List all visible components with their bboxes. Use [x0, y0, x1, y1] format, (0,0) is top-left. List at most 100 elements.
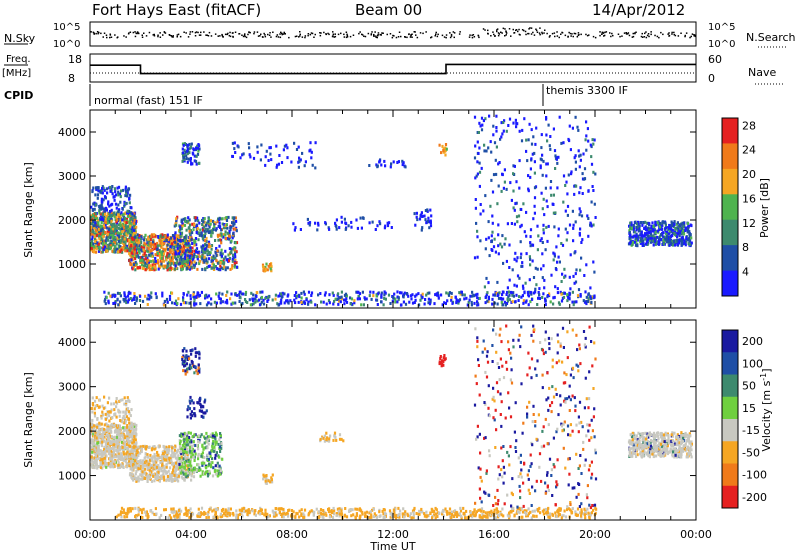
data-cell [193, 159, 196, 163]
noise-point [129, 31, 132, 33]
noise-point [345, 36, 348, 39]
noise-point [634, 32, 636, 34]
data-cell [231, 216, 234, 220]
data-cell [125, 431, 129, 435]
power-colorbar-tick: 16 [742, 192, 756, 205]
data-cell [133, 425, 136, 429]
data-cell [193, 224, 196, 227]
data-cell [109, 210, 112, 213]
data-cell [197, 219, 200, 223]
data-cell [187, 216, 190, 220]
data-cell [523, 117, 526, 121]
data-cell [584, 138, 587, 142]
data-cell [112, 443, 115, 447]
data-cell [355, 290, 358, 294]
noise-point [505, 34, 507, 36]
data-cell [556, 186, 559, 190]
data-cell [176, 302, 179, 305]
data-cell [259, 290, 262, 294]
data-cell [568, 223, 572, 227]
noise-point [267, 33, 269, 36]
data-cell [206, 260, 209, 264]
data-cell [173, 245, 176, 249]
noise-point [346, 36, 349, 38]
data-cell [231, 301, 234, 305]
data-cell [113, 187, 116, 191]
data-cell [181, 224, 184, 228]
data-cell [545, 174, 548, 178]
data-cell [182, 143, 185, 147]
data-cell [573, 281, 576, 285]
data-cell [259, 158, 262, 162]
data-cell [517, 214, 521, 218]
data-cell [154, 242, 157, 246]
data-cell [646, 221, 649, 225]
data-cell [224, 255, 227, 259]
data-cell [516, 220, 519, 224]
data-cell [152, 242, 156, 246]
data-cell [205, 223, 208, 227]
data-cell [359, 216, 362, 220]
data-cell [103, 216, 106, 220]
data-cell [116, 297, 119, 301]
data-cell [249, 155, 252, 159]
data-cell [497, 244, 500, 248]
data-cell [129, 440, 132, 444]
data-cell [171, 248, 174, 252]
data-cell [567, 173, 570, 177]
data-cell [513, 208, 516, 212]
noise-point [576, 36, 579, 38]
data-cell [264, 268, 267, 272]
noise-point [497, 32, 500, 34]
data-cell [650, 224, 653, 228]
data-cell [628, 241, 631, 245]
data-cell [147, 237, 150, 241]
data-cell [103, 445, 106, 449]
data-cell [98, 211, 101, 215]
noise-point [134, 31, 136, 33]
data-cell [635, 237, 638, 241]
range-tick-label: 1000 [58, 258, 86, 271]
data-cell [267, 298, 270, 301]
data-cell [529, 167, 532, 171]
noise-point [187, 36, 190, 38]
data-cell [130, 258, 133, 262]
data-cell [540, 146, 543, 150]
data-cell [478, 170, 482, 174]
data-cell [103, 209, 107, 213]
data-cell [133, 214, 136, 218]
data-cell [525, 149, 528, 153]
noise-point [340, 32, 342, 35]
data-cell [197, 149, 200, 153]
data-cell [132, 233, 135, 237]
noise-point [404, 36, 406, 38]
data-cell [669, 235, 673, 238]
data-cell [139, 294, 142, 298]
data-cell [210, 247, 213, 251]
noise-point [668, 34, 671, 37]
data-cell [350, 297, 354, 301]
data-cell [163, 248, 167, 252]
data-cell [220, 248, 223, 252]
data-cell [516, 274, 520, 278]
data-cell [192, 292, 195, 296]
data-cell [104, 241, 108, 245]
data-cell [399, 291, 402, 295]
data-cell [131, 425, 134, 429]
data-cell [415, 293, 418, 297]
data-cell [482, 209, 485, 213]
data-cell [123, 291, 126, 295]
data-cell [325, 302, 328, 306]
data-cell [528, 122, 531, 126]
data-cell [96, 404, 99, 407]
data-cell [109, 222, 113, 226]
data-cell [267, 159, 270, 162]
data-cell [129, 414, 132, 418]
data-cell [94, 212, 98, 216]
noise-point [281, 33, 283, 36]
data-cell [684, 226, 687, 230]
data-cell [429, 298, 432, 302]
data-cell [575, 300, 578, 304]
noise-point [453, 36, 455, 39]
